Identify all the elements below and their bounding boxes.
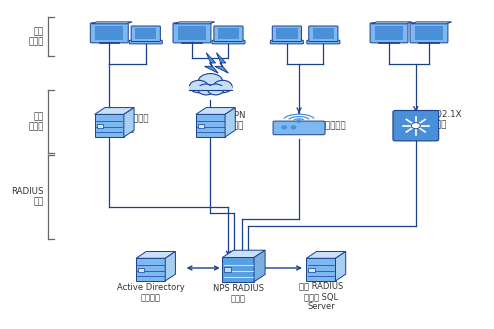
Bar: [224, 267, 231, 272]
Bar: [138, 267, 144, 272]
FancyBboxPatch shape: [218, 28, 239, 39]
FancyBboxPatch shape: [415, 26, 443, 40]
Polygon shape: [412, 22, 452, 24]
FancyBboxPatch shape: [270, 40, 303, 44]
Polygon shape: [95, 108, 134, 114]
Polygon shape: [335, 251, 346, 281]
Polygon shape: [92, 22, 132, 24]
Circle shape: [282, 126, 287, 129]
FancyBboxPatch shape: [212, 40, 245, 44]
FancyBboxPatch shape: [375, 26, 403, 40]
FancyBboxPatch shape: [276, 28, 297, 39]
FancyBboxPatch shape: [173, 23, 211, 43]
Text: RADIUS
协议: RADIUS 协议: [11, 187, 43, 207]
FancyBboxPatch shape: [273, 121, 325, 135]
Text: 无线访问点: 无线访问点: [321, 121, 347, 130]
Bar: [189, 86, 232, 90]
Circle shape: [213, 80, 232, 93]
Polygon shape: [196, 108, 235, 114]
FancyBboxPatch shape: [135, 28, 157, 39]
FancyBboxPatch shape: [272, 26, 301, 41]
FancyBboxPatch shape: [313, 28, 334, 39]
Polygon shape: [254, 250, 265, 282]
FancyBboxPatch shape: [410, 23, 448, 43]
FancyBboxPatch shape: [90, 23, 128, 43]
Polygon shape: [205, 53, 218, 73]
FancyBboxPatch shape: [307, 40, 340, 44]
Text: 访问
客户端: 访问 客户端: [28, 27, 43, 46]
Bar: [97, 124, 103, 128]
FancyBboxPatch shape: [309, 26, 338, 41]
Polygon shape: [225, 108, 235, 137]
Text: 802.1X
交换机: 802.1X 交换机: [432, 110, 462, 129]
FancyBboxPatch shape: [370, 23, 408, 43]
Circle shape: [297, 120, 301, 122]
Circle shape: [412, 123, 420, 129]
Circle shape: [207, 84, 224, 95]
Circle shape: [291, 126, 296, 129]
Text: VPN
服务器: VPN 服务器: [228, 111, 246, 131]
FancyBboxPatch shape: [131, 26, 161, 41]
Bar: [198, 124, 204, 128]
FancyBboxPatch shape: [393, 111, 439, 141]
Circle shape: [198, 84, 214, 95]
FancyBboxPatch shape: [129, 40, 163, 44]
Polygon shape: [174, 22, 215, 24]
Polygon shape: [124, 108, 134, 137]
FancyBboxPatch shape: [222, 258, 254, 282]
Circle shape: [190, 80, 208, 93]
Polygon shape: [306, 251, 346, 258]
Text: Active Directory
域控制器: Active Directory 域控制器: [117, 283, 184, 302]
Polygon shape: [136, 251, 175, 258]
Polygon shape: [215, 53, 228, 73]
Text: NPS RADIUS
服务器: NPS RADIUS 服务器: [213, 284, 264, 304]
FancyBboxPatch shape: [136, 258, 165, 281]
Polygon shape: [222, 250, 265, 258]
Polygon shape: [165, 251, 175, 281]
Text: 访问
服务器: 访问 服务器: [28, 112, 43, 131]
Polygon shape: [371, 22, 412, 24]
FancyBboxPatch shape: [196, 114, 225, 137]
Bar: [308, 267, 315, 272]
FancyBboxPatch shape: [214, 26, 243, 41]
FancyBboxPatch shape: [95, 26, 124, 40]
Text: 拨入服务
器: 拨入服务 器: [129, 114, 149, 134]
FancyBboxPatch shape: [306, 258, 335, 281]
Circle shape: [198, 74, 223, 90]
FancyBboxPatch shape: [178, 26, 206, 40]
FancyBboxPatch shape: [95, 114, 124, 137]
Text: 用于 RADIUS
记账的 SQL
Server: 用于 RADIUS 记账的 SQL Server: [299, 282, 343, 311]
